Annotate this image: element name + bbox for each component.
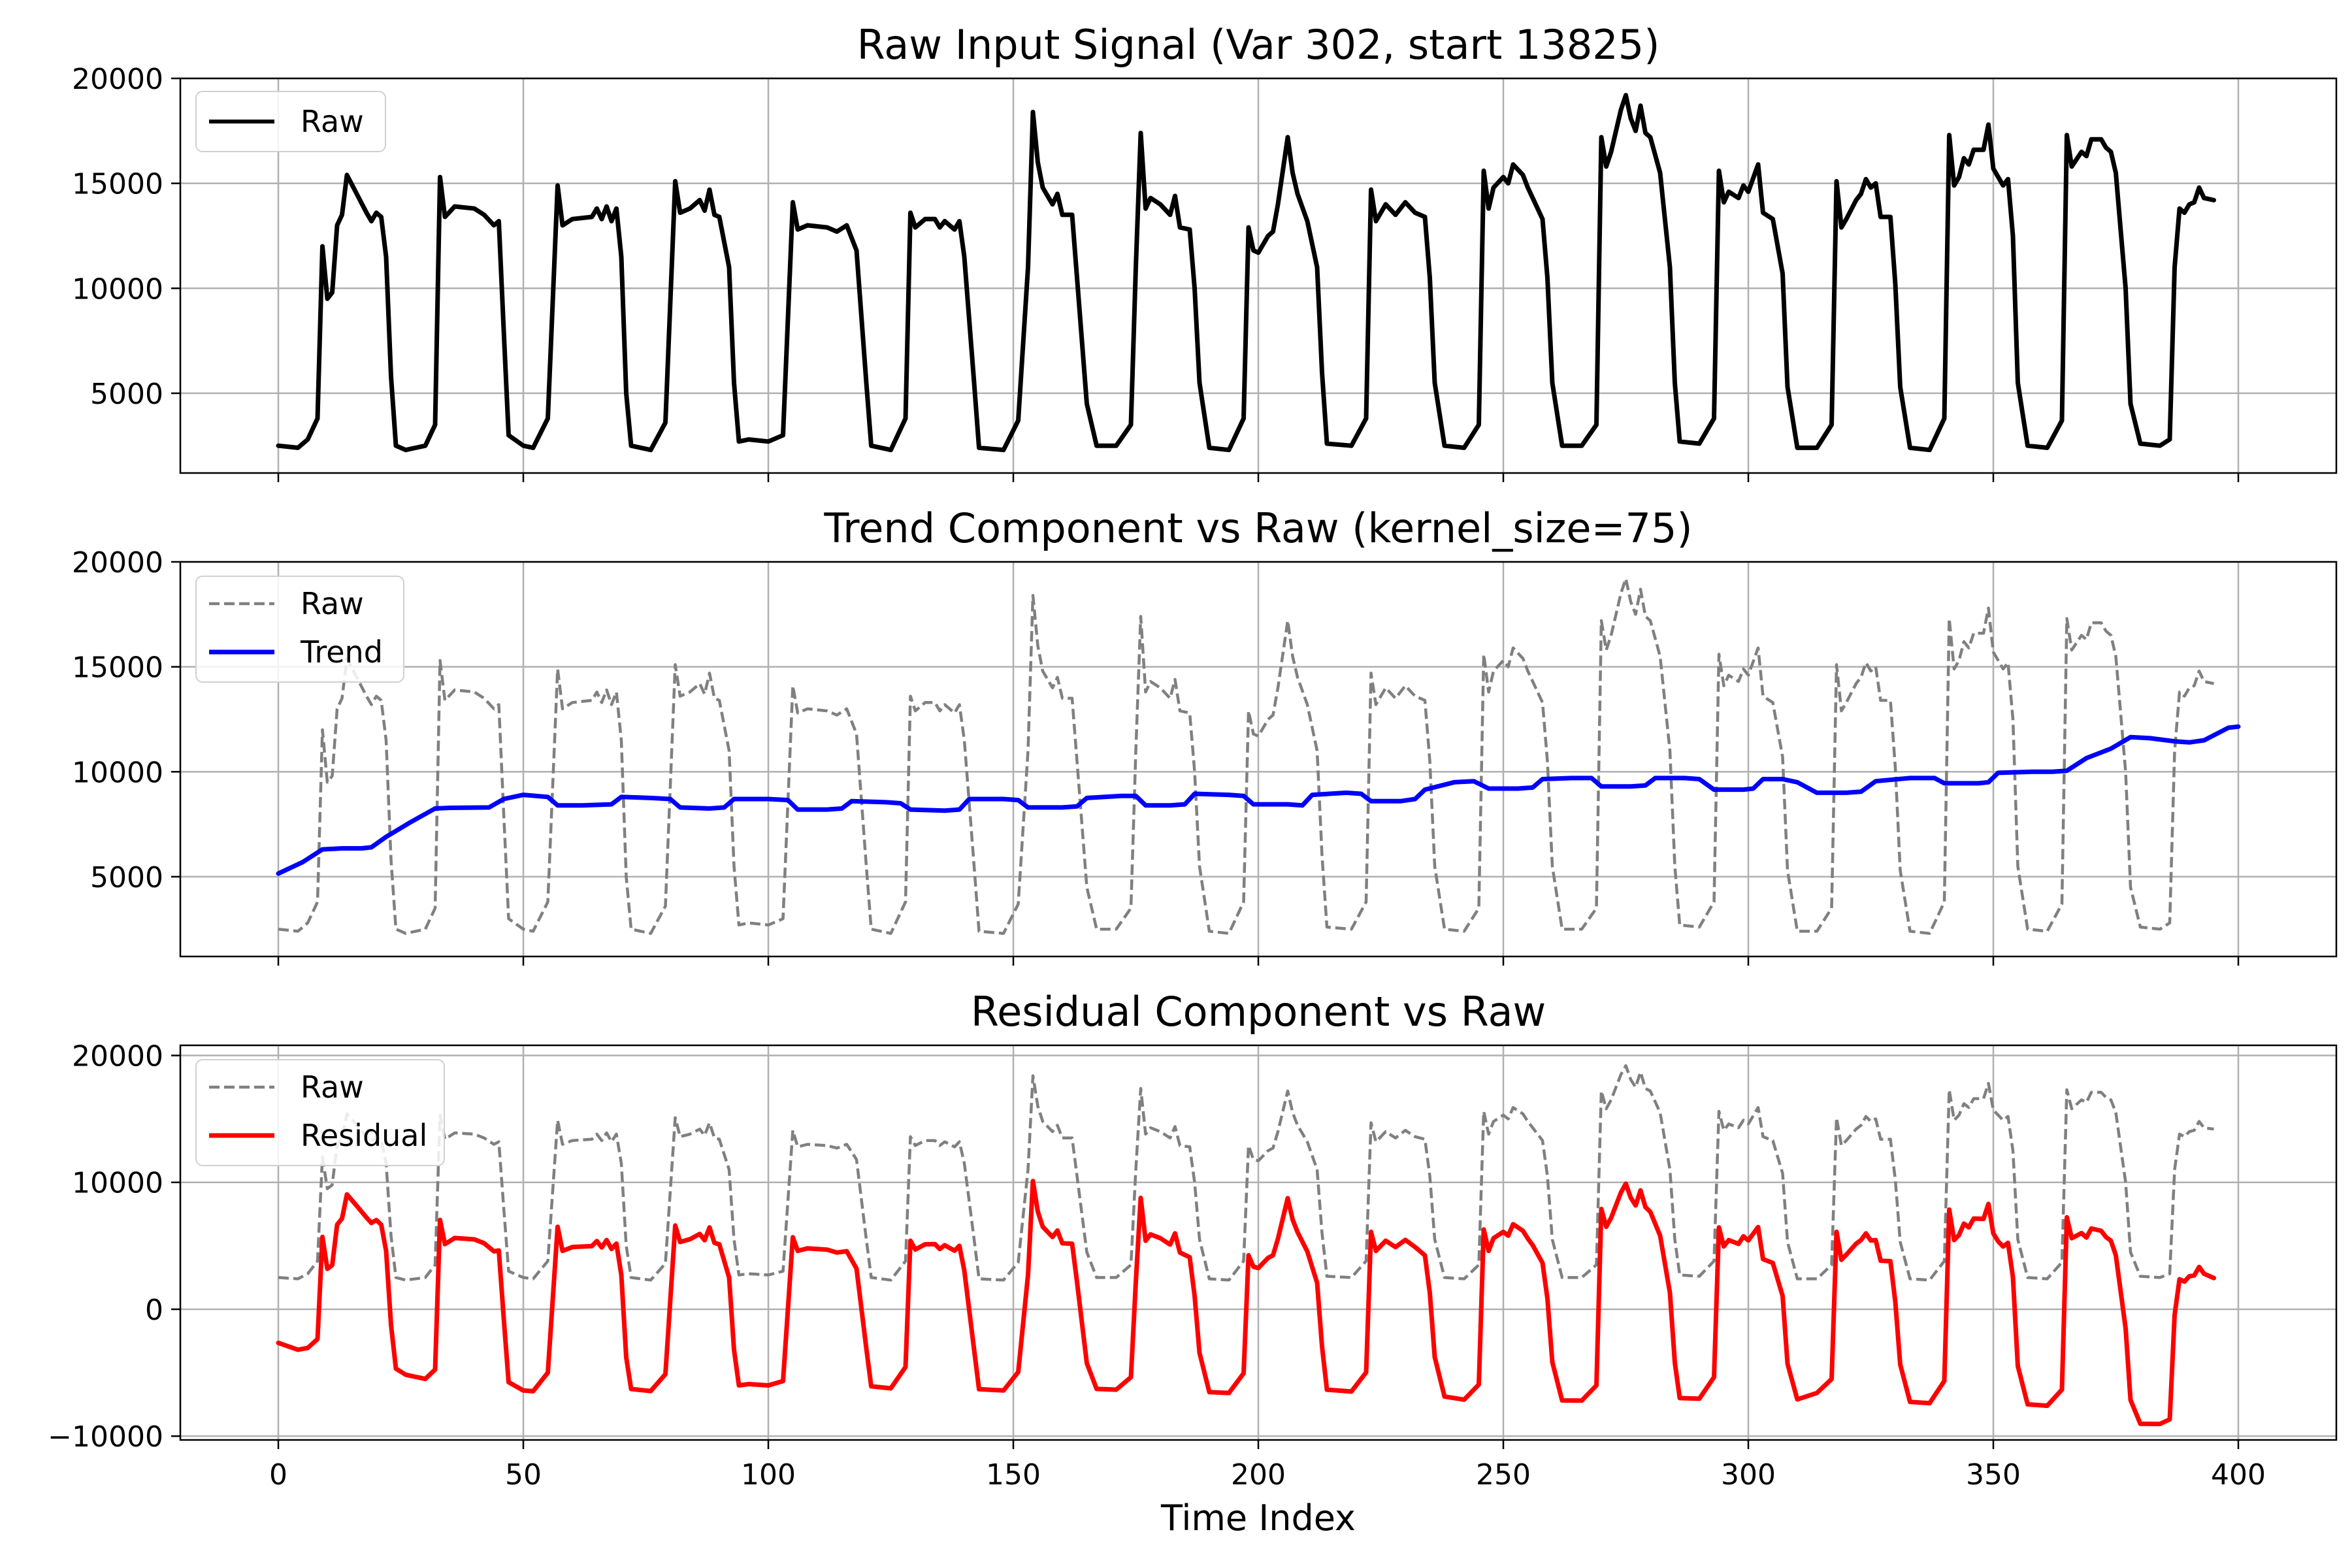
y-tick-label: 20000 <box>72 546 163 580</box>
panel-residual-grid <box>180 1045 2336 1440</box>
panel-trend-ticks: 5000 10000 15000 20000 <box>72 546 2240 966</box>
panel-raw-grid <box>180 77 2336 473</box>
panel-residual-legend: Raw Residual <box>195 1059 445 1166</box>
x-tick-label: 0 <box>269 1458 287 1492</box>
panel-residual-series <box>276 1064 2216 1426</box>
panel-residual-ticks: 0 50 100 150 200 250 300 350 400 −10000 0 10000 2000… <box>48 1040 2266 1492</box>
legend-label-raw: Raw <box>301 586 364 621</box>
y-tick-label: −10000 <box>48 1420 163 1454</box>
panel-raw-series <box>276 93 2216 453</box>
panel-trend-frame <box>179 561 2338 958</box>
x-tick-label: 300 <box>1721 1458 1776 1492</box>
x-tick-label: 50 <box>505 1458 542 1492</box>
series-raw-line <box>276 93 2216 453</box>
y-tick-label: 5000 <box>90 861 163 894</box>
y-tick-label: 10000 <box>72 272 163 306</box>
y-tick-label: 10000 <box>72 756 163 789</box>
y-tick-label: 15000 <box>72 168 163 201</box>
panel-raw-legend: Raw <box>195 91 386 152</box>
panel-trend-title: Trend Component vs Raw (kernel_size=75) <box>823 504 1692 552</box>
legend-label-raw: Raw <box>301 1070 364 1105</box>
x-axis-label: Time Index <box>1160 1497 1356 1539</box>
y-tick-label: 0 <box>145 1294 163 1327</box>
x-tick-label: 400 <box>2211 1458 2266 1492</box>
panel-residual: Residual Component vs Raw 0 50 100 150 200 25… <box>48 988 2338 1492</box>
legend-box <box>195 91 386 152</box>
y-tick-label: 15000 <box>72 651 163 685</box>
x-tick-label: 100 <box>741 1458 796 1492</box>
x-tick-label: 250 <box>1476 1458 1531 1492</box>
series-raw-line <box>278 577 2214 935</box>
panel-raw-frame <box>179 77 2338 474</box>
panel-trend-legend: Raw Trend <box>195 576 404 683</box>
panel-raw-ticks: 5000 10000 15000 20000 <box>72 63 2240 482</box>
panel-residual-frame <box>179 1044 2338 1441</box>
panel-raw-title: Raw Input Signal (Var 302, start 13825) <box>857 21 1660 69</box>
y-tick-label: 5000 <box>90 378 163 411</box>
y-tick-label: 10000 <box>72 1167 163 1200</box>
panel-trend-series <box>276 577 2241 935</box>
series-residual-line <box>276 1179 2216 1426</box>
x-tick-label: 150 <box>986 1458 1041 1492</box>
panel-trend: Trend Component vs Raw (kernel_size=75) … <box>72 504 2338 966</box>
legend-label-residual: Residual <box>301 1118 427 1153</box>
panel-residual-title: Residual Component vs Raw <box>971 988 1546 1036</box>
series-trend-line <box>276 724 2241 876</box>
panel-raw: Raw Input Signal (Var 302, start 13825) … <box>72 21 2338 482</box>
x-tick-label: 200 <box>1231 1458 1286 1492</box>
series-raw-line <box>278 1064 2214 1282</box>
x-tick-label: 350 <box>1966 1458 2021 1492</box>
y-tick-label: 20000 <box>72 63 163 96</box>
legend-label-raw: Raw <box>301 104 364 139</box>
legend-label-trend: Trend <box>300 634 383 670</box>
y-tick-label: 20000 <box>72 1040 163 1073</box>
